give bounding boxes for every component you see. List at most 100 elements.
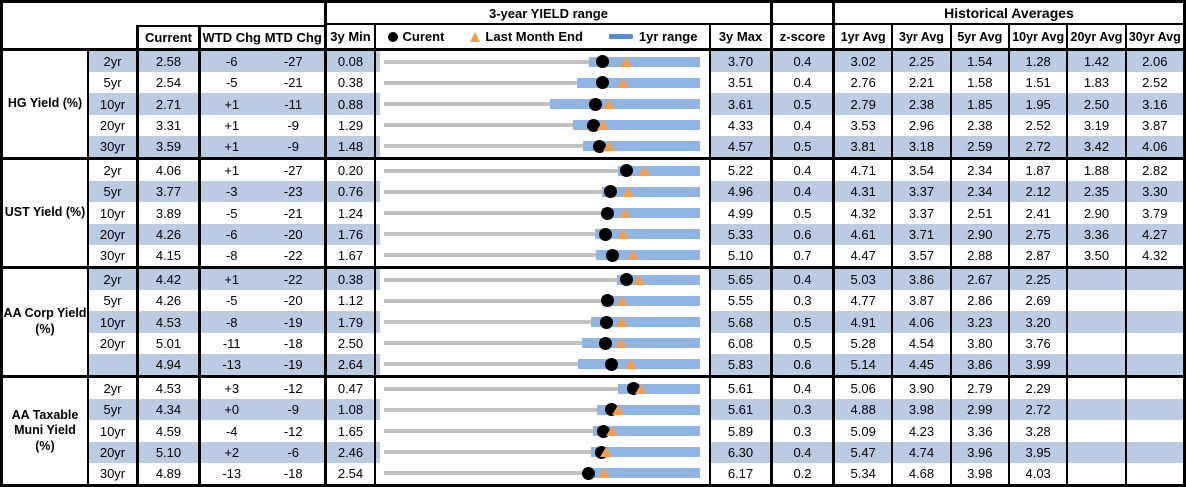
range-min-cell: 2.50 bbox=[327, 332, 376, 354]
range-track bbox=[384, 429, 700, 433]
mtd-chg-cell: -27 bbox=[283, 54, 303, 70]
wtd-chg-cell: -8 bbox=[225, 314, 238, 330]
header-blank-row-labels bbox=[3, 25, 139, 48]
range-max-cell: 4.57 bbox=[711, 135, 773, 158]
last-month-triangle bbox=[637, 165, 650, 176]
last-month-triangle bbox=[598, 468, 611, 479]
data-row: 10yr 2.71 +1 -11 0.88 3.61 0.5 2.79 2.38 1.85 1.95… bbox=[89, 93, 1183, 115]
current-cell: 2.54 bbox=[139, 72, 201, 94]
avg-cell-5yr: 3.86 bbox=[951, 353, 1010, 376]
zscore-cell: 0.5 bbox=[773, 202, 835, 224]
chg-cells: -8 -19 bbox=[201, 311, 327, 333]
range-chart bbox=[376, 462, 711, 484]
avg-cell-10yr: 3.28 bbox=[1009, 420, 1069, 442]
range-track-area bbox=[384, 311, 700, 332]
current-cell: 4.26 bbox=[139, 290, 201, 312]
avg-cell-3yr: 4.45 bbox=[893, 353, 952, 376]
range-track bbox=[384, 189, 700, 194]
legend-last-month-label: Last Month End bbox=[485, 29, 583, 44]
range-track-area bbox=[384, 354, 700, 375]
zscore-cell: 0.4 bbox=[773, 160, 835, 182]
avg-cell-3yr: 2.25 bbox=[893, 51, 952, 73]
current-dot bbox=[582, 466, 596, 480]
range-track-area bbox=[384, 160, 700, 181]
range-chart bbox=[376, 181, 711, 203]
mtd-chg-cell: -9 bbox=[287, 402, 300, 418]
group-label: HG Yield (%) bbox=[3, 51, 89, 157]
one-year-range-bar bbox=[583, 141, 700, 152]
avg-cell-1yr: 3.81 bbox=[835, 135, 894, 158]
avg-cell-30yr bbox=[1126, 441, 1183, 463]
range-track bbox=[384, 211, 700, 215]
chg-cells: -11 -18 bbox=[201, 332, 327, 354]
avg-cell-20yr bbox=[1068, 441, 1127, 463]
last-month-triangle bbox=[619, 56, 632, 67]
col-header-20yr-avg: 20yr Avg bbox=[1068, 25, 1127, 48]
range-min-cell: 0.08 bbox=[327, 51, 376, 73]
current-dot-icon bbox=[387, 31, 398, 42]
avg-cell-20yr: 1.88 bbox=[1068, 160, 1127, 182]
avg-cell-1yr: 5.28 bbox=[835, 332, 894, 354]
table-body: HG Yield (%) 2yr 2.58 -6 -27 0.08 3.70 0.4 3.02 2… bbox=[3, 51, 1183, 484]
last-month-triangle bbox=[633, 274, 646, 285]
tenor-cell: 5yr bbox=[89, 399, 139, 421]
range-min-cell: 1.12 bbox=[327, 290, 376, 312]
range-track-area bbox=[384, 420, 700, 441]
range-chart bbox=[376, 290, 711, 312]
tenor-cell: 10yr bbox=[89, 93, 139, 115]
range-track-area bbox=[384, 51, 700, 72]
current-cell: 4.59 bbox=[139, 420, 201, 442]
avg-cell-5yr: 2.51 bbox=[951, 202, 1010, 224]
avg-cell-5yr: 3.80 bbox=[951, 332, 1010, 354]
avg-cell-10yr: 3.20 bbox=[1009, 311, 1069, 333]
current-cell: 4.15 bbox=[139, 244, 201, 267]
data-row: 20yr 5.10 +2 -6 2.46 6.30 0.4 5.47 4.74 3.96 3.95 bbox=[89, 441, 1183, 464]
avg-cell-20yr: 2.35 bbox=[1068, 181, 1127, 203]
avg-cell-30yr bbox=[1126, 290, 1183, 312]
mtd-chg-cell: -23 bbox=[283, 184, 303, 200]
range-chart bbox=[376, 72, 711, 94]
mtd-chg-cell: -12 bbox=[283, 423, 303, 439]
range-max-cell: 3.51 bbox=[711, 72, 773, 94]
chg-cells: -3 -23 bbox=[201, 181, 327, 203]
zscore-cell: 0.4 bbox=[773, 114, 835, 136]
range-min-cell: 2.46 bbox=[327, 441, 376, 463]
avg-cell-10yr: 2.87 bbox=[1009, 244, 1069, 267]
col-header-mtd-chg: MTD Chg bbox=[264, 30, 322, 45]
range-max-cell: 5.33 bbox=[711, 223, 773, 245]
avg-cell-10yr: 4.03 bbox=[1009, 462, 1069, 484]
one-year-range-bar bbox=[573, 120, 700, 131]
range-max-cell: 3.61 bbox=[711, 93, 773, 115]
row-group: UST Yield (%) 2yr 4.06 +1 -27 0.20 5.22 0.4 4.71… bbox=[3, 157, 1183, 267]
current-dot bbox=[605, 357, 619, 371]
range-max-cell: 5.61 bbox=[711, 378, 773, 400]
avg-cell-30yr: 3.79 bbox=[1126, 202, 1183, 224]
wtd-chg-cell: +1 bbox=[224, 117, 240, 133]
range-track bbox=[384, 102, 700, 106]
avg-cell-3yr: 3.37 bbox=[893, 181, 952, 203]
avg-cell-5yr: 2.99 bbox=[951, 399, 1010, 421]
one-year-range-bar bbox=[591, 317, 700, 327]
wtd-chg-cell: +1 bbox=[224, 138, 240, 154]
wtd-chg-cell: -5 bbox=[225, 205, 238, 221]
avg-cell-10yr: 2.25 bbox=[1009, 269, 1069, 291]
header-row-titles: 3-year YIELD range Historical Averages bbox=[3, 3, 1183, 25]
current-dot bbox=[598, 227, 612, 241]
avg-cell-5yr: 2.79 bbox=[951, 378, 1010, 400]
mtd-chg-cell: -6 bbox=[287, 444, 300, 460]
zscore-cell: 0.3 bbox=[773, 420, 835, 442]
current-dot bbox=[599, 336, 613, 350]
mtd-chg-cell: -22 bbox=[283, 272, 303, 288]
avg-cell-1yr: 5.09 bbox=[835, 420, 894, 442]
zscore-cell: 0.5 bbox=[773, 311, 835, 333]
chg-cells: +1 -11 bbox=[201, 93, 327, 115]
last-month-triangle bbox=[615, 338, 628, 349]
avg-cell-30yr bbox=[1126, 378, 1183, 400]
range-track bbox=[384, 277, 700, 282]
range-track bbox=[384, 144, 700, 149]
avg-cell-3yr: 3.57 bbox=[893, 244, 952, 267]
last-month-triangle bbox=[626, 250, 639, 261]
data-row: 5yr 2.54 -5 -21 0.38 3.51 0.4 2.76 2.21 1.58 1.51 1… bbox=[89, 72, 1183, 94]
chg-cells: -6 -20 bbox=[201, 223, 327, 245]
col-header-3y-max: 3y Max bbox=[711, 25, 773, 48]
